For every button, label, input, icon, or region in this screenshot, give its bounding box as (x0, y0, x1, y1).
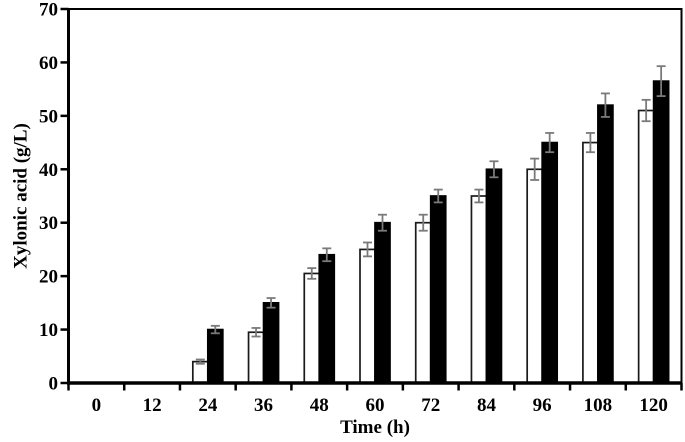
bar-open-bars-108h (582, 141, 599, 384)
error-bar-open-bars-48h (307, 267, 317, 280)
error-bar-open-bars-120h (641, 98, 651, 123)
bar-open-bars-120h (637, 109, 655, 384)
x-tick-label-12: 12 (143, 395, 162, 416)
bar-filled-bars-72h (429, 195, 447, 384)
bar-open-bars-24h (191, 360, 209, 384)
bar-open-bars-72h (414, 221, 432, 384)
y-tick-label-40: 40 (39, 160, 58, 181)
y-tick-label-50: 50 (39, 106, 58, 127)
x-tick-label-60: 60 (366, 395, 385, 416)
bar-open-bars-96h (526, 168, 544, 384)
x-tick-label-108: 108 (584, 395, 613, 416)
y-tick-label-0: 0 (49, 374, 59, 395)
error-bar-open-bars-36h (251, 327, 261, 338)
x-tick-label-96: 96 (533, 395, 552, 416)
x-tick-label-24: 24 (198, 395, 218, 416)
error-bar-filled-bars-120h (656, 65, 666, 97)
error-bar-filled-bars-72h (433, 188, 443, 204)
x-axis-title: Time (h) (340, 417, 410, 438)
error-bar-open-bars-24h (195, 358, 205, 365)
error-bar-open-bars-96h (530, 157, 540, 181)
x-tick-label-48: 48 (310, 395, 329, 416)
y-tick-label-20: 20 (39, 267, 58, 288)
bar-filled-bars-36h (262, 302, 280, 384)
error-bar-filled-bars-60h (378, 213, 387, 232)
bar-open-bars-36h (247, 331, 265, 384)
bar-filled-bars-60h (374, 221, 391, 384)
error-bar-filled-bars-96h (545, 132, 555, 154)
error-bar-filled-bars-24h (210, 324, 220, 335)
bar-filled-bars-24h (206, 328, 224, 384)
y-tick-label-60: 60 (39, 53, 58, 74)
bar-filled-bars-120h (652, 80, 670, 384)
error-bar-open-bars-108h (585, 132, 595, 154)
x-tick-label-84: 84 (477, 395, 497, 416)
error-bar-open-bars-84h (474, 188, 484, 204)
x-tick-label-0: 0 (92, 395, 102, 416)
bar-filled-bars-48h (318, 253, 336, 384)
error-bar-open-bars-72h (418, 213, 428, 232)
y-tick-label-70: 70 (39, 0, 58, 21)
bar-filled-bars-96h (541, 141, 559, 384)
error-bar-filled-bars-36h (266, 297, 276, 309)
bar-open-bars-48h (303, 272, 321, 384)
x-tick-label-72: 72 (421, 395, 440, 416)
y-axis-title: Xylonic acid (g/L) (10, 123, 32, 269)
x-tick-label-36: 36 (254, 395, 273, 416)
y-tick-label-30: 30 (39, 213, 58, 234)
error-bar-filled-bars-48h (322, 247, 332, 263)
error-bar-filled-bars-108h (600, 92, 610, 118)
error-bar-filled-bars-84h (489, 160, 499, 179)
bar-filled-bars-84h (485, 168, 503, 384)
y-tick-label-10: 10 (39, 320, 58, 341)
bar-filled-bars-108h (597, 104, 614, 384)
x-tick-label-120: 120 (639, 395, 668, 416)
bar-open-bars-60h (359, 248, 376, 384)
error-bar-open-bars-60h (363, 241, 372, 258)
bar-open-bars-84h (470, 195, 488, 384)
